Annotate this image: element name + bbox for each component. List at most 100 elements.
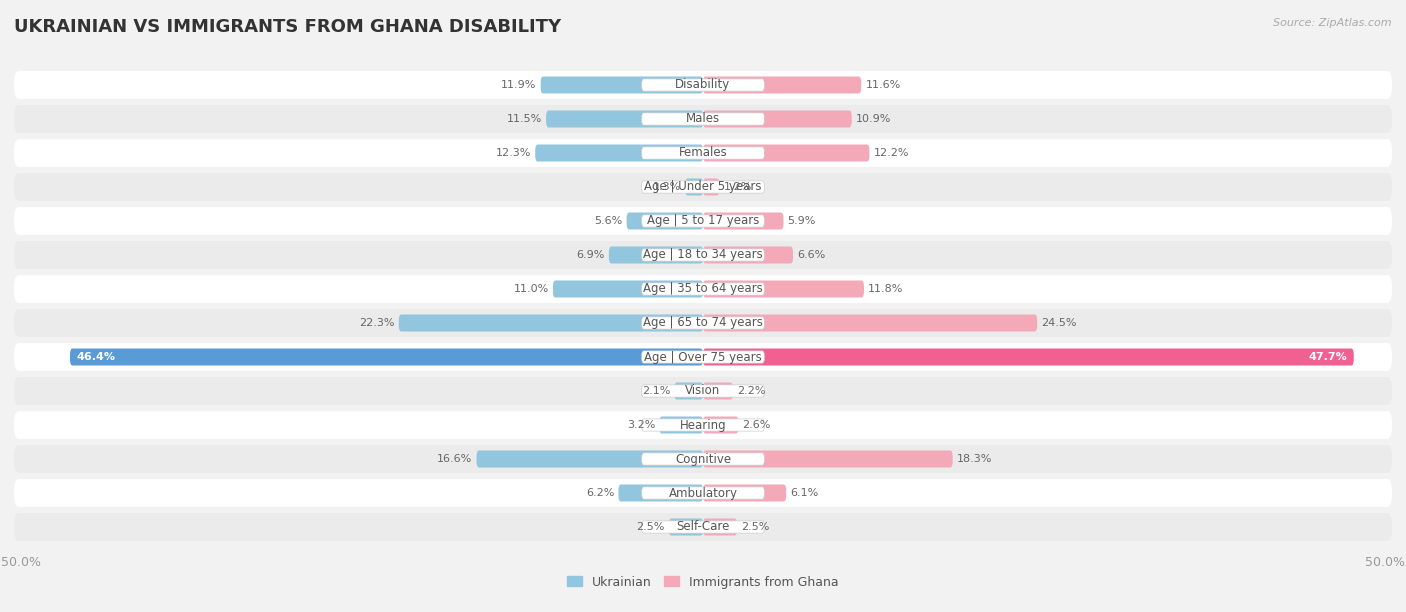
FancyBboxPatch shape [703,518,737,536]
Text: 10.9%: 10.9% [856,114,891,124]
FancyBboxPatch shape [536,144,703,162]
FancyBboxPatch shape [619,485,703,501]
Text: Ambulatory: Ambulatory [668,487,738,499]
FancyBboxPatch shape [14,309,1392,337]
FancyBboxPatch shape [641,351,765,363]
FancyBboxPatch shape [641,181,765,193]
Text: Source: ZipAtlas.com: Source: ZipAtlas.com [1274,18,1392,28]
FancyBboxPatch shape [703,348,1354,365]
Text: Cognitive: Cognitive [675,452,731,466]
FancyBboxPatch shape [659,417,703,433]
Text: 11.6%: 11.6% [865,80,901,90]
Text: UKRAINIAN VS IMMIGRANTS FROM GHANA DISABILITY: UKRAINIAN VS IMMIGRANTS FROM GHANA DISAB… [14,18,561,36]
FancyBboxPatch shape [641,385,765,397]
FancyBboxPatch shape [641,487,765,499]
FancyBboxPatch shape [14,343,1392,371]
FancyBboxPatch shape [641,453,765,465]
Text: 6.6%: 6.6% [797,250,825,260]
FancyBboxPatch shape [675,382,703,400]
FancyBboxPatch shape [553,280,703,297]
Text: 11.8%: 11.8% [868,284,904,294]
Text: 2.5%: 2.5% [637,522,665,532]
FancyBboxPatch shape [703,417,738,433]
Text: 11.5%: 11.5% [506,114,543,124]
FancyBboxPatch shape [399,315,703,332]
Text: 47.7%: 47.7% [1308,352,1347,362]
Text: 22.3%: 22.3% [359,318,395,328]
Text: 2.1%: 2.1% [643,386,671,396]
Text: 1.3%: 1.3% [652,182,681,192]
Text: Age | 35 to 64 years: Age | 35 to 64 years [643,283,763,296]
FancyBboxPatch shape [703,450,953,468]
Text: 16.6%: 16.6% [437,454,472,464]
FancyBboxPatch shape [641,521,765,533]
FancyBboxPatch shape [641,79,765,91]
FancyBboxPatch shape [14,411,1392,439]
Text: Age | Under 5 years: Age | Under 5 years [644,181,762,193]
Text: Self-Care: Self-Care [676,520,730,534]
Text: Age | 65 to 74 years: Age | 65 to 74 years [643,316,763,329]
Text: 1.2%: 1.2% [724,182,752,192]
Text: Vision: Vision [685,384,721,398]
Text: Females: Females [679,146,727,160]
Text: Age | Over 75 years: Age | Over 75 years [644,351,762,364]
Text: 2.2%: 2.2% [737,386,766,396]
Legend: Ukrainian, Immigrants from Ghana: Ukrainian, Immigrants from Ghana [567,576,839,589]
FancyBboxPatch shape [703,212,783,230]
FancyBboxPatch shape [14,71,1392,99]
FancyBboxPatch shape [14,105,1392,133]
Text: 6.2%: 6.2% [586,488,614,498]
Text: 12.2%: 12.2% [873,148,910,158]
Text: 12.3%: 12.3% [496,148,531,158]
FancyBboxPatch shape [641,317,765,329]
FancyBboxPatch shape [703,280,863,297]
FancyBboxPatch shape [14,207,1392,235]
Text: 5.9%: 5.9% [787,216,815,226]
FancyBboxPatch shape [703,179,720,195]
FancyBboxPatch shape [703,76,862,94]
FancyBboxPatch shape [477,450,703,468]
FancyBboxPatch shape [685,179,703,195]
Text: 24.5%: 24.5% [1042,318,1077,328]
FancyBboxPatch shape [541,76,703,94]
FancyBboxPatch shape [641,419,765,431]
FancyBboxPatch shape [609,247,703,264]
Text: 6.9%: 6.9% [576,250,605,260]
FancyBboxPatch shape [14,479,1392,507]
Text: 3.2%: 3.2% [627,420,655,430]
FancyBboxPatch shape [641,249,765,261]
FancyBboxPatch shape [14,445,1392,473]
FancyBboxPatch shape [14,139,1392,167]
FancyBboxPatch shape [703,382,733,400]
FancyBboxPatch shape [703,111,852,127]
Text: Disability: Disability [675,78,731,92]
FancyBboxPatch shape [14,513,1392,541]
FancyBboxPatch shape [14,377,1392,405]
Text: Age | 18 to 34 years: Age | 18 to 34 years [643,248,763,261]
Text: 2.6%: 2.6% [742,420,770,430]
Text: 11.9%: 11.9% [501,80,537,90]
Text: Hearing: Hearing [679,419,727,431]
Text: 5.6%: 5.6% [595,216,623,226]
FancyBboxPatch shape [70,348,703,365]
FancyBboxPatch shape [703,315,1038,332]
FancyBboxPatch shape [641,113,765,125]
FancyBboxPatch shape [641,283,765,295]
FancyBboxPatch shape [627,212,703,230]
Text: 46.4%: 46.4% [77,352,115,362]
Text: Age | 5 to 17 years: Age | 5 to 17 years [647,214,759,228]
FancyBboxPatch shape [641,215,765,227]
FancyBboxPatch shape [641,147,765,159]
FancyBboxPatch shape [703,247,793,264]
Text: 6.1%: 6.1% [790,488,818,498]
Text: 18.3%: 18.3% [956,454,993,464]
Text: 11.0%: 11.0% [513,284,548,294]
FancyBboxPatch shape [703,144,869,162]
FancyBboxPatch shape [703,485,786,501]
FancyBboxPatch shape [14,241,1392,269]
Text: Males: Males [686,113,720,125]
Text: 2.5%: 2.5% [741,522,769,532]
FancyBboxPatch shape [669,518,703,536]
FancyBboxPatch shape [546,111,703,127]
FancyBboxPatch shape [14,173,1392,201]
